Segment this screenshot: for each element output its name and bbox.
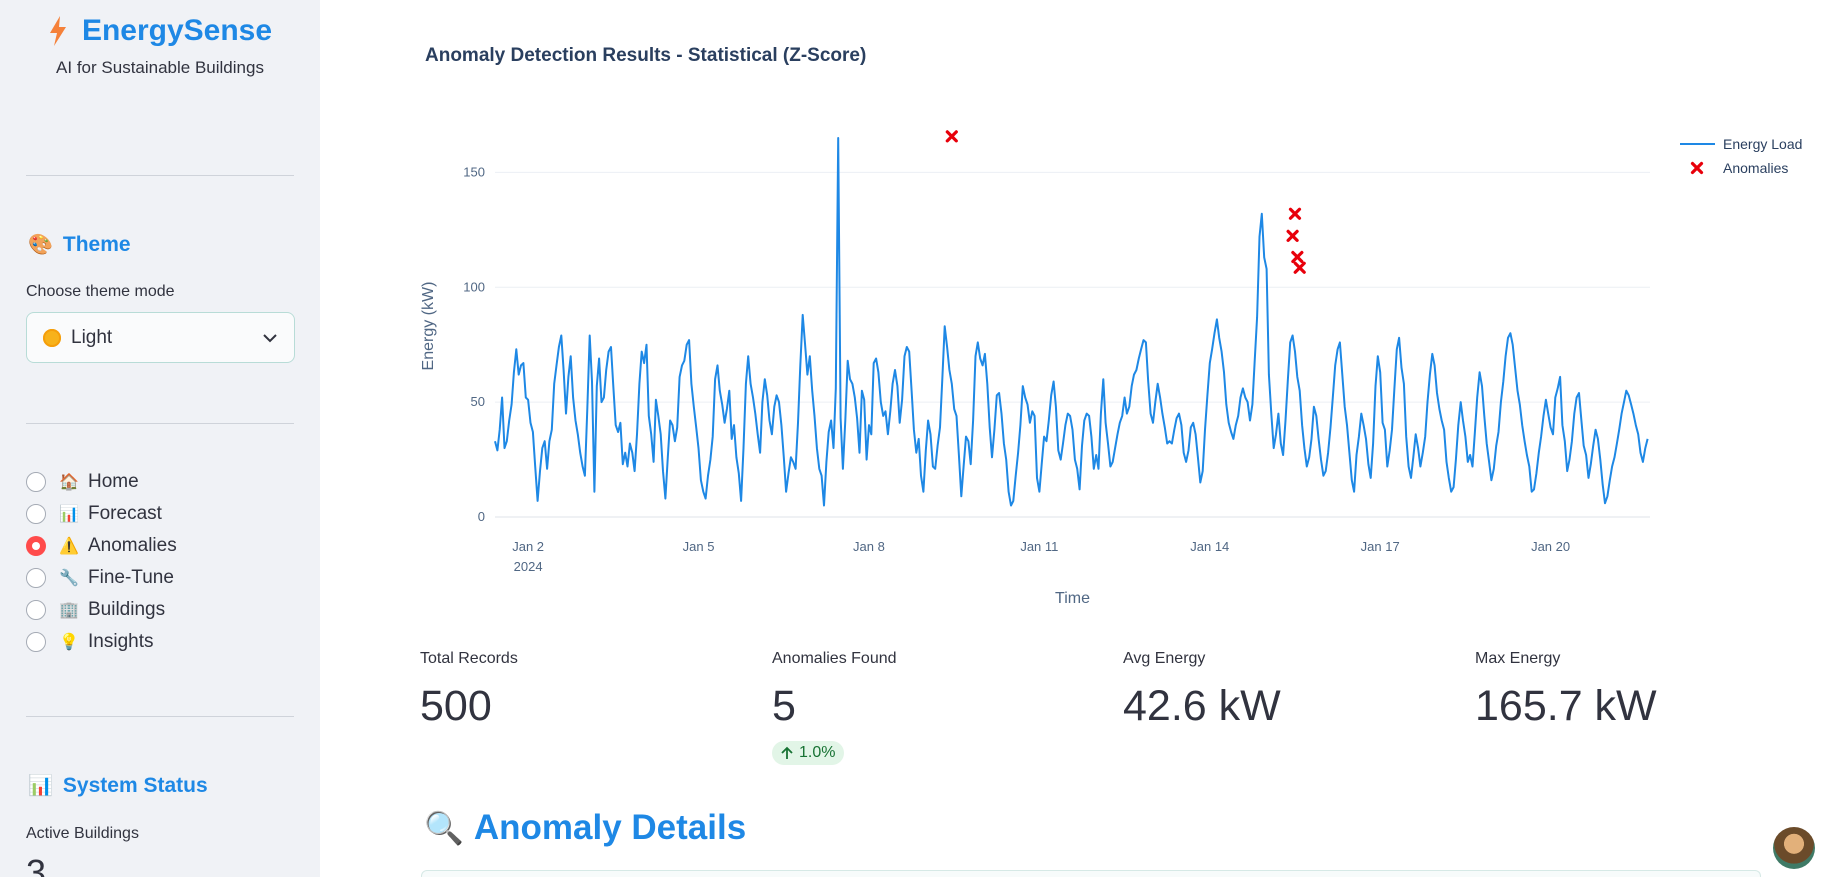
metric-delta: 1.0% (799, 744, 836, 761)
arrow-up-icon (781, 746, 793, 759)
x-tick-label: Jan 20 (1531, 539, 1570, 554)
metric-total-records: Total Records 500 (420, 650, 518, 731)
avatar[interactable] (1773, 827, 1815, 869)
system-status-heading: 📊 System Status (28, 773, 208, 798)
metric-value: 5 (772, 682, 796, 730)
anomaly-marker (1288, 207, 1302, 220)
metric-delta-badge: 1.0% (772, 741, 845, 765)
nav-item-buildings[interactable]: 🏢 Buildings (26, 594, 177, 626)
nav-item-insights[interactable]: 💡 Insights (26, 626, 177, 658)
anomaly-details-heading: 🔍 Anomaly Details (424, 808, 746, 848)
nav-item-anomalies[interactable]: ⚠️ Anomalies (26, 530, 177, 562)
bar-chart-icon: 📊 (28, 775, 53, 797)
house-icon: 🏠 (59, 474, 79, 491)
nav-item-label: Buildings (88, 599, 166, 620)
bar-chart-icon: 📊 (59, 506, 79, 523)
nav-item-label: Forecast (88, 503, 162, 524)
radio-button[interactable] (26, 600, 46, 620)
lightning-icon (49, 16, 66, 46)
anomaly-details-heading-text: Anomaly Details (473, 808, 747, 847)
metric-label: Avg Energy (1123, 650, 1206, 667)
theme-select-value: Light (71, 326, 113, 348)
magnifier-icon: 🔍 (424, 810, 464, 846)
nav-item-label: Home (88, 471, 139, 492)
theme-select[interactable]: Light (26, 312, 295, 363)
nav-item-label: Insights (88, 631, 154, 652)
chevron-down-icon (263, 333, 277, 342)
warning-icon: ⚠️ (59, 538, 79, 555)
wrench-icon: 🔧 (59, 570, 79, 587)
sidebar-divider (26, 716, 294, 717)
nav-item-forecast[interactable]: 📊 Forecast (26, 498, 177, 530)
metric-value: 42.6 kW (1123, 682, 1281, 730)
main-content: Anomaly Detection Results - Statistical … (320, 0, 1828, 877)
system-status-heading-text: System Status (62, 773, 208, 797)
brand: EnergySense AI for Sustainable Buildings (0, 14, 320, 78)
sidebar: EnergySense AI for Sustainable Buildings… (0, 0, 320, 877)
radio-button[interactable] (26, 536, 46, 556)
sidebar-divider (26, 423, 294, 424)
anomaly-marker (1291, 250, 1304, 264)
x-tick-label: Jan 11 (1020, 539, 1058, 554)
metric-label: Max Energy (1475, 650, 1561, 667)
radio-button[interactable] (26, 568, 46, 588)
y-tick-label: 150 (463, 164, 485, 179)
radio-button[interactable] (26, 632, 46, 652)
metric-label: Anomalies Found (772, 650, 897, 667)
brand-subtitle: AI for Sustainable Buildings (56, 58, 264, 77)
metric-value: 165.7 kW (1475, 682, 1657, 730)
metric-label: Total Records (420, 650, 518, 667)
nav-item-label: Anomalies (88, 535, 177, 556)
x-tick-label: Jan 14 (1190, 539, 1229, 554)
y-tick-label: 0 (478, 509, 485, 524)
sidebar-divider (26, 175, 294, 176)
energy-load-line (494, 137, 1649, 507)
x-tick-label: Jan 2 (512, 539, 544, 554)
radio-button[interactable] (26, 504, 46, 524)
legend-marker-swatch (1690, 161, 1704, 175)
nav-item-label: Fine-Tune (88, 567, 174, 588)
sun-icon (43, 328, 61, 347)
theme-heading: 🎨 Theme (28, 232, 131, 257)
metric-avg-energy: Avg Energy 42.6 kW (1123, 650, 1281, 731)
anomaly-marker (945, 130, 958, 143)
anomaly-marker (1286, 229, 1299, 242)
legend-label: Anomalies (1723, 160, 1788, 176)
nav-item-home[interactable]: 🏠 Home (26, 466, 177, 498)
brand-title: EnergySense (81, 14, 273, 47)
x-tick-label: Jan 17 (1361, 539, 1400, 554)
nav-radio-group: 🏠 Home 📊 Forecast ⚠️ Anomalies 🔧 Fine-Tune 🏢 Buil… (26, 466, 177, 658)
metric-value: 500 (420, 682, 492, 730)
nav-item-fine-tune[interactable]: 🔧 Fine-Tune (26, 562, 177, 594)
active-buildings-value: 3 (26, 852, 47, 877)
radio-button[interactable] (26, 472, 46, 492)
anomaly-chart[interactable]: 0 50 100 150 Jan 2 2024 Jan 5 Jan 8 Jan 11 Jan 14… (320, 0, 1828, 620)
building-icon: 🏢 (59, 602, 79, 619)
x-axis-title: Time (1055, 590, 1090, 607)
anomaly-marker (1293, 261, 1306, 274)
y-axis-title: Energy (kW) (420, 282, 437, 371)
lightbulb-icon: 💡 (59, 634, 79, 651)
x-tick-label: Jan 8 (853, 539, 885, 554)
metric-anomalies-found: Anomalies Found 5 1.0% (772, 650, 897, 765)
theme-heading-text: Theme (62, 232, 131, 256)
y-tick-label: 100 (463, 279, 485, 294)
theme-label: Choose theme mode (26, 283, 175, 300)
metric-max-energy: Max Energy 165.7 kW (1475, 650, 1657, 731)
palette-icon: 🎨 (28, 234, 53, 256)
legend-label: Energy Load (1723, 136, 1802, 152)
x-tick-sublabel: 2024 (514, 559, 543, 574)
anomaly-table[interactable] (421, 870, 1761, 877)
y-tick-label: 50 (471, 394, 485, 409)
x-tick-label: Jan 5 (683, 539, 715, 554)
active-buildings-label: Active Buildings (26, 825, 139, 842)
chart-title: Anomaly Detection Results - Statistical … (425, 45, 867, 66)
